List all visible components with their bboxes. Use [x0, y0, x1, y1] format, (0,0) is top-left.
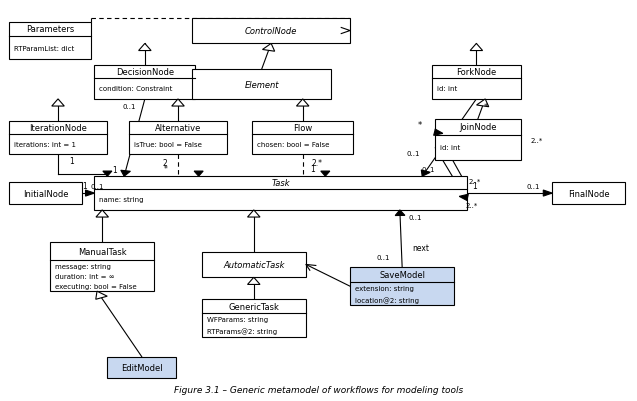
- Text: 0..1: 0..1: [526, 184, 540, 189]
- Polygon shape: [321, 172, 330, 177]
- Text: 0..1: 0..1: [422, 167, 435, 173]
- Text: condition: Constraint: condition: Constraint: [99, 86, 173, 92]
- Polygon shape: [96, 292, 107, 300]
- Text: AutomaticTask: AutomaticTask: [223, 260, 285, 269]
- Text: isTrue: bool = False: isTrue: bool = False: [134, 142, 202, 148]
- Text: ControlNode: ControlNode: [245, 27, 297, 36]
- Text: 0..1: 0..1: [122, 104, 136, 110]
- Text: 0..1: 0..1: [409, 215, 422, 221]
- Polygon shape: [470, 44, 483, 51]
- Bar: [94, 177, 467, 211]
- Text: IterationNode: IterationNode: [29, 123, 87, 132]
- Text: 1: 1: [472, 182, 477, 191]
- Text: 2.*: 2.*: [311, 158, 322, 168]
- Bar: [9, 22, 91, 60]
- Text: DecisionNode: DecisionNode: [116, 68, 174, 77]
- Text: SaveModel: SaveModel: [379, 270, 425, 279]
- Text: 1: 1: [82, 182, 87, 191]
- Bar: [94, 66, 196, 100]
- Text: *: *: [164, 164, 168, 173]
- Polygon shape: [52, 100, 64, 107]
- Text: 2..*: 2..*: [468, 178, 480, 184]
- Polygon shape: [194, 172, 203, 177]
- Polygon shape: [172, 100, 184, 107]
- Text: chosen: bool = False: chosen: bool = False: [257, 142, 329, 148]
- Polygon shape: [543, 190, 552, 196]
- Text: message: string: message: string: [55, 263, 111, 269]
- Polygon shape: [139, 44, 151, 51]
- Bar: [107, 357, 176, 379]
- Text: InitialNode: InitialNode: [23, 189, 68, 198]
- Bar: [129, 122, 227, 155]
- Bar: [202, 252, 306, 277]
- Polygon shape: [248, 211, 260, 217]
- Text: 2..*: 2..*: [466, 203, 478, 209]
- Text: Task: Task: [271, 179, 290, 188]
- Bar: [432, 66, 520, 100]
- Polygon shape: [421, 170, 430, 177]
- Text: FinalNode: FinalNode: [568, 189, 609, 198]
- Text: *: *: [483, 102, 488, 111]
- Bar: [552, 183, 625, 205]
- Polygon shape: [103, 172, 112, 177]
- Text: ManualTask: ManualTask: [78, 247, 127, 256]
- Text: executing: bool = False: executing: bool = False: [55, 284, 137, 290]
- Text: extension: string: extension: string: [355, 285, 414, 291]
- Text: EditModel: EditModel: [121, 363, 162, 372]
- Bar: [202, 300, 306, 337]
- Text: Flow: Flow: [293, 123, 312, 132]
- Polygon shape: [121, 171, 131, 177]
- Text: 2: 2: [163, 158, 168, 168]
- Text: duration: int = ∞: duration: int = ∞: [55, 273, 115, 279]
- Bar: [9, 122, 107, 155]
- Text: iterations: int = 1: iterations: int = 1: [14, 142, 76, 148]
- Text: name: string: name: string: [99, 197, 144, 203]
- Bar: [192, 18, 350, 44]
- Text: JoinNode: JoinNode: [459, 123, 497, 132]
- Bar: [192, 70, 331, 100]
- Polygon shape: [262, 44, 275, 52]
- Polygon shape: [296, 100, 309, 107]
- Text: WFParams: string: WFParams: string: [207, 316, 268, 322]
- Text: 1: 1: [112, 165, 117, 174]
- Bar: [435, 119, 520, 161]
- Text: RTParams@2: string: RTParams@2: string: [207, 328, 277, 334]
- Text: location@2: string: location@2: string: [355, 296, 419, 303]
- Text: 0..1: 0..1: [90, 184, 104, 189]
- Text: 2..*: 2..*: [530, 137, 543, 143]
- Bar: [9, 183, 82, 205]
- Text: Element: Element: [245, 80, 279, 89]
- Polygon shape: [476, 100, 489, 107]
- Text: 1: 1: [69, 156, 75, 166]
- Polygon shape: [96, 211, 108, 217]
- Bar: [350, 268, 454, 305]
- Text: GenericTask: GenericTask: [228, 302, 279, 311]
- Text: *: *: [417, 121, 422, 130]
- Text: Alternative: Alternative: [155, 123, 201, 132]
- Text: Figure 3.1 – Generic metamodel of workflows for modeling tools: Figure 3.1 – Generic metamodel of workfl…: [174, 385, 463, 394]
- Polygon shape: [248, 277, 260, 285]
- Polygon shape: [434, 130, 443, 136]
- Polygon shape: [395, 211, 405, 216]
- Text: RTParamList: dict: RTParamList: dict: [14, 45, 75, 51]
- Text: next: next: [413, 243, 429, 253]
- Text: id: int: id: int: [440, 145, 461, 151]
- Text: 1: 1: [310, 164, 315, 173]
- Bar: [50, 242, 154, 292]
- Polygon shape: [85, 190, 94, 196]
- Text: ForkNode: ForkNode: [456, 68, 496, 77]
- Polygon shape: [459, 195, 468, 201]
- Text: 0..1: 0..1: [376, 255, 390, 261]
- Text: Parameters: Parameters: [26, 25, 75, 34]
- Text: id: int: id: int: [437, 86, 457, 92]
- Text: 0..1: 0..1: [406, 150, 420, 156]
- Bar: [252, 122, 354, 155]
